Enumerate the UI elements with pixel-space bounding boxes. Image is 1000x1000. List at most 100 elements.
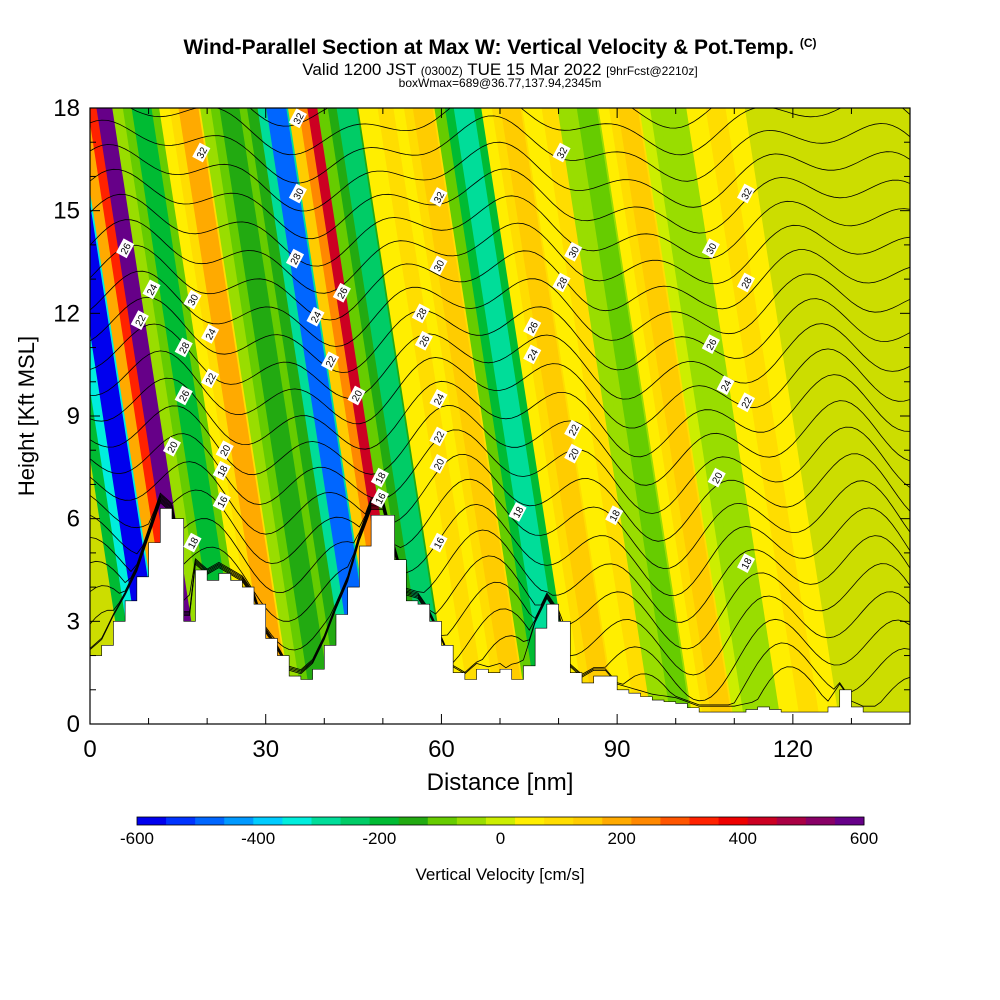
contour-label-text: 18 bbox=[216, 464, 231, 479]
colorbar-tick-label: -600 bbox=[120, 829, 154, 848]
contour-label: 26 bbox=[174, 385, 193, 406]
contour-label-text: 30 bbox=[292, 186, 307, 201]
contour-label: 26 bbox=[332, 282, 351, 303]
contour-label-bg bbox=[174, 337, 193, 358]
x-tick-label: 30 bbox=[252, 736, 279, 763]
title-suffix: (C) bbox=[799, 36, 817, 50]
colorbar-swatch bbox=[369, 817, 400, 825]
contour-label-bg bbox=[285, 248, 305, 269]
contour-label: 18 bbox=[508, 501, 527, 522]
velocity-band-layer bbox=[541, 108, 657, 724]
contour-label-bg bbox=[736, 392, 756, 413]
contour-label: 24 bbox=[201, 323, 220, 344]
contour-label-text: 28 bbox=[178, 340, 193, 355]
theta-contour bbox=[90, 501, 910, 707]
contour-label-text: 22 bbox=[432, 429, 447, 444]
y-tick-label: 6 bbox=[67, 506, 80, 533]
y-tick-label: 3 bbox=[67, 608, 80, 635]
contour-label-text: 24 bbox=[719, 378, 734, 393]
colorbar-swatch bbox=[718, 817, 749, 825]
colorbar-swatch bbox=[776, 817, 807, 825]
theta-contour bbox=[90, 323, 910, 400]
contour-label: 28 bbox=[736, 272, 756, 293]
contour-label: 28 bbox=[174, 337, 193, 358]
contour-label-text: 30 bbox=[705, 241, 720, 256]
contour-label-text: 16 bbox=[374, 491, 389, 506]
contour-label: 32 bbox=[429, 187, 448, 207]
contour-label: 20 bbox=[564, 443, 583, 464]
contour-label: 20 bbox=[347, 385, 366, 406]
contour-label-bg bbox=[215, 440, 234, 461]
colorbar-swatch bbox=[398, 817, 429, 825]
colorbar-swatch bbox=[602, 817, 632, 825]
contour-label-text: 26 bbox=[705, 337, 720, 352]
colorbar-swatch bbox=[747, 817, 778, 825]
contour-label-text: 32 bbox=[195, 145, 210, 160]
contour-label-text: 18 bbox=[186, 535, 201, 550]
colorbar-swatch bbox=[340, 817, 371, 825]
contour-label-bg bbox=[523, 344, 542, 365]
velocity-band bbox=[686, 108, 840, 724]
contour-label: 20 bbox=[429, 454, 448, 474]
contour-label: 16 bbox=[429, 532, 448, 553]
contour-label-text: 20 bbox=[166, 440, 181, 455]
contour-label-text: 18 bbox=[740, 556, 755, 571]
colorbar-tick-label: -400 bbox=[241, 829, 275, 848]
contour-label-bg bbox=[212, 491, 231, 512]
velocity-band-layer bbox=[377, 108, 493, 724]
contour-label-bg bbox=[212, 460, 231, 481]
colorbar-swatch bbox=[456, 817, 487, 825]
contour-label-bg bbox=[370, 488, 389, 509]
contour-label-bg bbox=[429, 454, 448, 474]
contour-label-text: 28 bbox=[555, 275, 570, 290]
contour-label-bg bbox=[332, 282, 351, 303]
contour-label: 30 bbox=[429, 255, 448, 276]
contour-label-bg bbox=[736, 183, 756, 204]
contour-label: 30 bbox=[564, 241, 583, 262]
theta-contour bbox=[90, 374, 910, 458]
contour-label: 20 bbox=[162, 436, 182, 457]
contour-label-bg bbox=[707, 467, 726, 488]
colorbar-swatch bbox=[282, 817, 312, 825]
chart-title: Wind-Parallel Section at Max W: Vertical… bbox=[183, 36, 817, 59]
colorbar-tick-label: 0 bbox=[496, 829, 505, 848]
contour-label-text: 24 bbox=[432, 392, 447, 407]
colorbar-swatch bbox=[137, 817, 167, 825]
contour-label-text: 32 bbox=[740, 186, 755, 201]
colorbar-swatch bbox=[689, 817, 720, 825]
velocity-band-layer bbox=[178, 108, 294, 724]
contour-label-text: 26 bbox=[336, 286, 351, 301]
theta-contour bbox=[90, 141, 910, 212]
contour-label-bg bbox=[564, 443, 583, 464]
contour-label: 32 bbox=[736, 183, 756, 204]
theta-contour bbox=[90, 296, 910, 373]
theta-contour bbox=[90, 493, 910, 597]
velocity-band-layer bbox=[131, 108, 247, 724]
colorbar-swatch bbox=[573, 817, 603, 825]
contour-label-bg bbox=[508, 501, 527, 522]
contour-label-text: 32 bbox=[432, 190, 447, 205]
contour-label-bg bbox=[306, 306, 325, 327]
contour-label-text: 20 bbox=[219, 443, 234, 458]
y-axis-label: Height [Kft MSL] bbox=[14, 336, 39, 496]
contour-label: 28 bbox=[411, 303, 430, 324]
contour-label-bg bbox=[736, 553, 756, 574]
x-tick-label: 90 bbox=[604, 736, 631, 763]
colorbar bbox=[136, 816, 865, 826]
colorbar-swatch bbox=[311, 817, 342, 825]
contour-label-bg bbox=[411, 303, 430, 324]
contour-label: 28 bbox=[285, 248, 305, 269]
contour-label-bg bbox=[201, 368, 220, 389]
contour-label-text: 24 bbox=[526, 347, 541, 362]
colorbar-tick-label: 400 bbox=[729, 829, 757, 848]
valid-time-line: Valid 1200 JST (0300Z) TUE 15 Mar 2022 [… bbox=[302, 60, 698, 79]
x-tick-label: 120 bbox=[773, 736, 813, 763]
contour-label-bg bbox=[701, 238, 720, 259]
contour-label: 24 bbox=[523, 344, 542, 365]
theta-contour bbox=[90, 497, 910, 676]
x-tick-label: 60 bbox=[428, 736, 455, 763]
contour-label-text: 22 bbox=[324, 354, 339, 369]
theta-contour bbox=[90, 115, 910, 184]
contour-label-bg bbox=[716, 375, 735, 396]
